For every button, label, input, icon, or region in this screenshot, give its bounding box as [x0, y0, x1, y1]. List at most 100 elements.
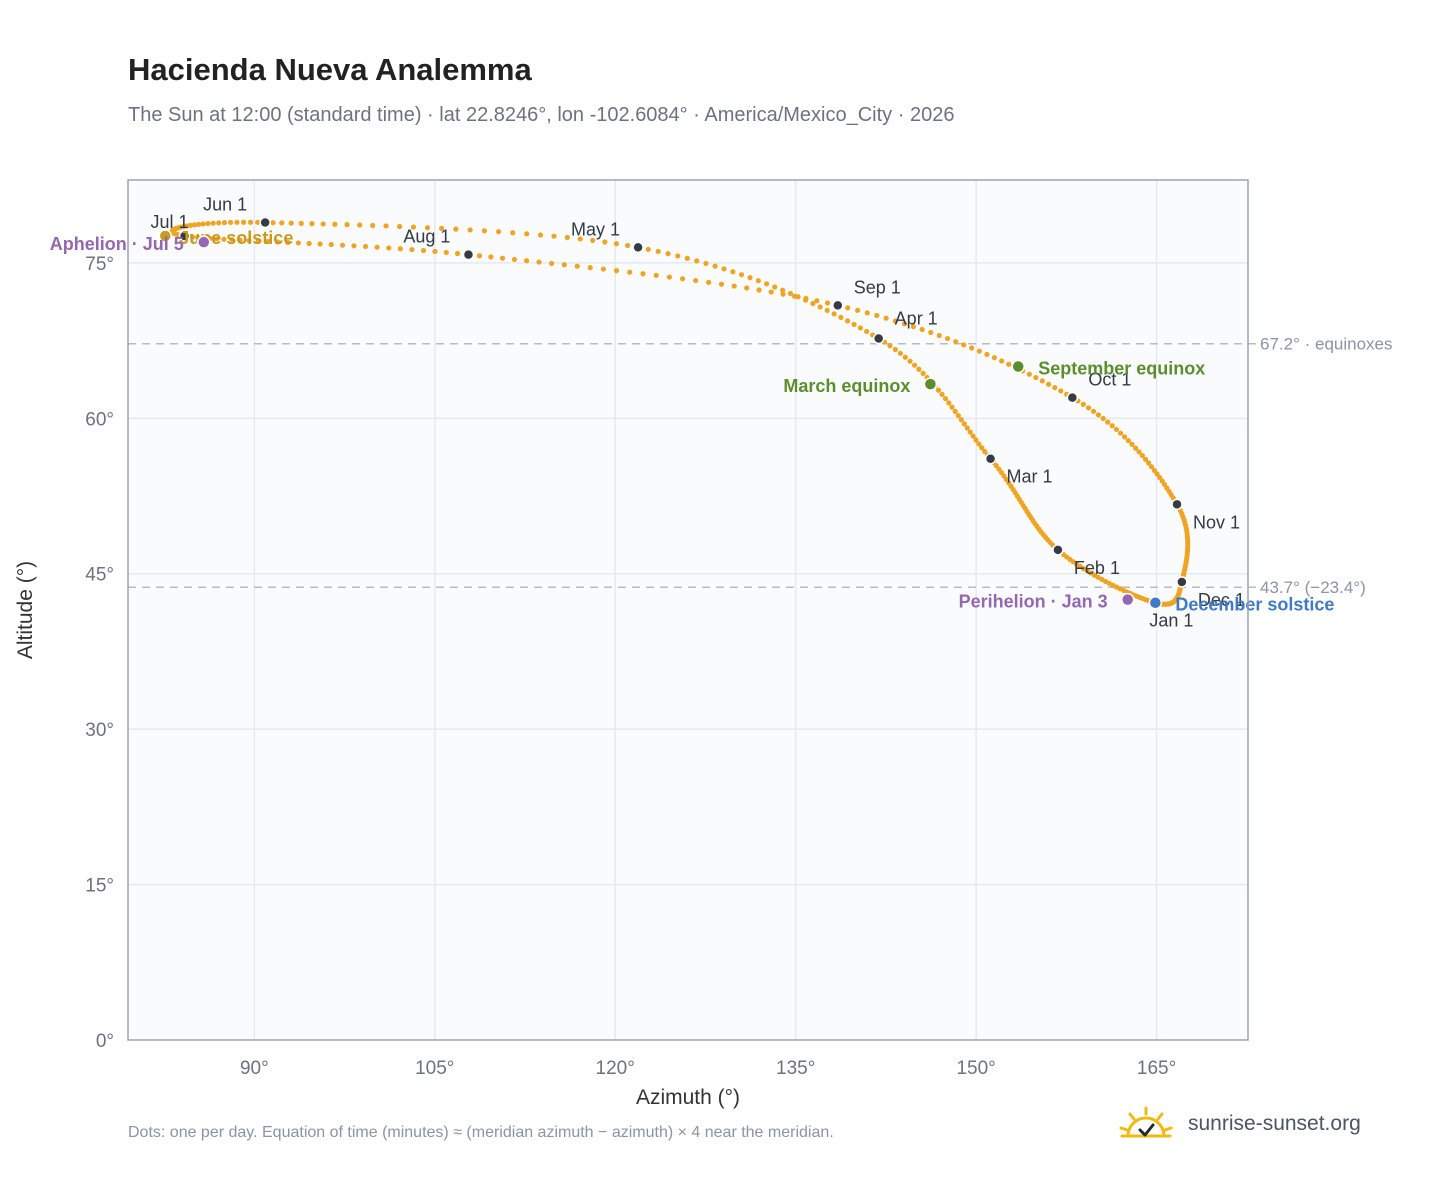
daily-sun-dot: [510, 230, 516, 236]
y-tick-label: 15°: [85, 876, 114, 897]
daily-sun-dot: [439, 225, 445, 231]
grid-lines: [128, 180, 1248, 1040]
event-marker-dot: [1120, 592, 1135, 607]
daily-sun-dot: [953, 339, 959, 345]
daily-sun-dot: [1085, 405, 1092, 411]
daily-sun-dot: [476, 253, 483, 259]
daily-sun-dot: [747, 275, 753, 281]
axes: 90° 105° 120° 135° 150° 165° 0° 15° 30° 45° 60° 75°…: [14, 254, 1176, 1109]
daily-sun-dot: [564, 234, 570, 241]
y-tick-label: 45°: [85, 565, 114, 586]
daily-sun-dot: [1151, 467, 1157, 473]
daily-sun-dot: [214, 236, 220, 242]
daily-sun-dot: [738, 272, 745, 278]
daily-sun-dot: [577, 236, 583, 242]
daily-sun-dot: [824, 300, 831, 306]
daily-sun-dot: [1129, 441, 1135, 447]
daily-sun-dot: [383, 223, 389, 229]
x-tick-label: 120°: [596, 1058, 635, 1079]
event-marker-dot: [923, 377, 938, 391]
daily-sun-dot: [653, 272, 659, 278]
daily-sun-dot: [961, 421, 967, 427]
daily-sun-dot: [911, 362, 918, 368]
daily-sun-dot: [602, 239, 608, 245]
daily-sun-dot: [234, 219, 240, 225]
daily-sun-dot: [979, 445, 985, 451]
daily-sun-dot: [524, 258, 530, 264]
daily-sun-dot: [1033, 374, 1039, 381]
daily-sun-dot: [1058, 388, 1064, 394]
month-marker-dot: [1171, 498, 1183, 511]
reference-line-label: 43.7° (−23.4°): [1260, 578, 1366, 597]
daily-sun-dot: [768, 289, 774, 295]
daily-sun-dot: [961, 342, 967, 348]
daily-sun-dot: [780, 291, 786, 297]
daily-sun-dot: [613, 268, 620, 274]
daily-sun-dot: [756, 287, 762, 293]
month-marker-label: Aug 1: [403, 227, 450, 247]
month-marker-label: Nov 1: [1193, 512, 1240, 532]
month-marker-dot: [1052, 544, 1064, 556]
daily-sun-dot: [845, 305, 851, 311]
daily-sun-dot: [1109, 423, 1115, 429]
event-marker-label: Aphelion · Jul 5: [50, 234, 184, 254]
daily-sun-dot: [675, 253, 681, 259]
daily-sun-dot: [1052, 384, 1058, 391]
daily-sun-dot: [339, 242, 346, 248]
month-marker-label: Mar 1: [1007, 467, 1053, 487]
daily-sun-dot: [246, 237, 252, 244]
daily-sun-dot: [1145, 460, 1152, 466]
chart-subtitle: The Sun at 12:00 (standard time) · lat 2…: [128, 104, 955, 126]
daily-sun-dot: [919, 326, 925, 333]
daily-sun-dot: [270, 220, 276, 226]
x-tick-label: 165°: [1137, 1058, 1176, 1079]
plot-area: [128, 180, 1248, 1040]
daily-sun-dot: [916, 366, 922, 372]
daily-sun-dot: [362, 243, 369, 250]
daily-sun-dot: [744, 285, 750, 291]
daily-sun-dot: [831, 311, 837, 317]
daily-sun-dot: [397, 246, 403, 252]
daily-sun-dot: [693, 277, 699, 284]
month-marker-dot: [462, 248, 475, 261]
daily-sun-dot: [536, 259, 542, 265]
daily-sun-dot: [590, 237, 596, 244]
month-marker-dot: [984, 452, 997, 465]
daily-sun-dot: [420, 247, 427, 254]
daily-sun-dot: [1117, 430, 1124, 436]
daily-sun-dot: [946, 400, 952, 406]
daily-sun-dot: [306, 240, 312, 247]
plot-frame: [127, 179, 1249, 1041]
daily-sun-dot: [424, 225, 431, 231]
daily-sun-dot: [410, 224, 417, 230]
daily-sun-dot: [229, 237, 235, 243]
daily-sun-dot: [1039, 378, 1045, 384]
daily-sun-dot: [1113, 426, 1120, 433]
daily-sun-dot: [1125, 438, 1131, 444]
event-marker-label: September equinox: [1038, 359, 1205, 379]
daily-sun-dot: [718, 281, 725, 287]
daily-sun-dot: [351, 243, 357, 249]
daily-sun-dot: [928, 329, 934, 336]
y-tick-label: 60°: [85, 409, 114, 430]
daily-sun-dot: [613, 241, 620, 247]
daily-sun-dot: [191, 222, 197, 228]
daily-sun-dot: [970, 433, 976, 439]
daily-sun-dot: [772, 284, 778, 290]
brand-logo[interactable]: sunrise-sunset.org: [1118, 1100, 1361, 1148]
daily-sun-dot: [275, 239, 281, 245]
daily-sun-dot: [488, 254, 494, 260]
daily-sun-dot: [857, 325, 864, 331]
daily-sun-dot: [902, 354, 908, 360]
daily-sun-dot: [241, 219, 247, 225]
daily-sun-dot: [317, 241, 323, 247]
event-marker-label: Perihelion · Jan 3: [959, 592, 1108, 612]
daily-sun-dot: [205, 220, 211, 227]
daily-sun-dot: [467, 227, 473, 233]
daily-sun-dot: [792, 293, 798, 299]
daily-sun-dot: [645, 246, 651, 252]
daily-sun-dot: [328, 241, 334, 248]
daily-sun-dot: [939, 391, 945, 397]
daily-sun-dot: [499, 255, 506, 261]
